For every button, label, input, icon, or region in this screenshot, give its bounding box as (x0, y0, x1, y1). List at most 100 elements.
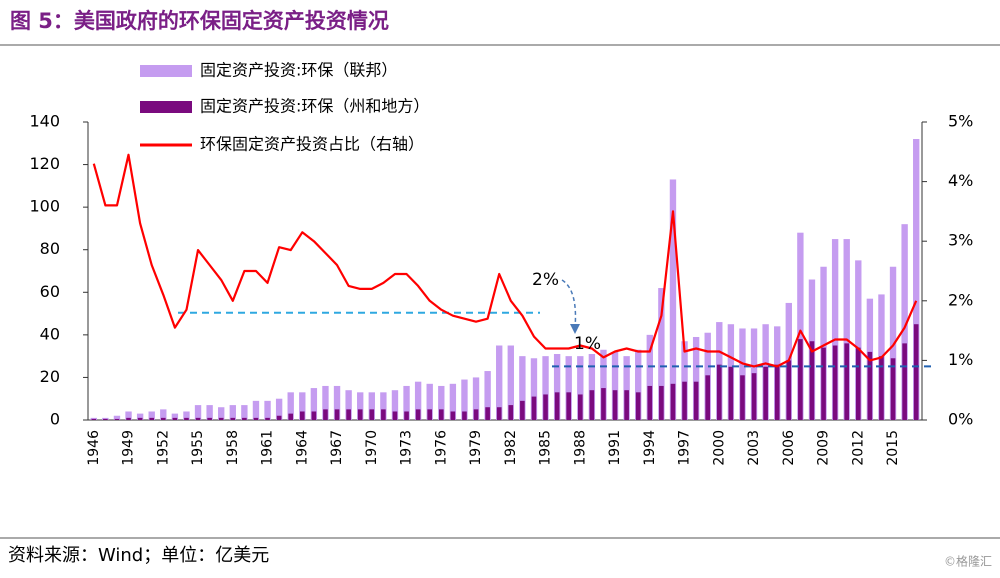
bar (508, 405, 514, 420)
y-tick-label: 120 (29, 154, 60, 173)
x-tick-label: 2003 (746, 430, 762, 466)
annotation-arrow (561, 279, 577, 329)
bar (531, 396, 537, 420)
bar (264, 400, 271, 420)
chart-title: 图 5：美国政府的环保固定资产投资情况 (10, 9, 389, 33)
bar (519, 356, 526, 420)
bar (473, 409, 479, 420)
bar (322, 385, 329, 420)
annotation: 2% (532, 270, 559, 290)
bar (137, 417, 143, 420)
bar (148, 411, 155, 420)
bar (275, 398, 283, 420)
y2-tick-label: 3% (948, 231, 973, 250)
bar (218, 417, 224, 420)
x-tick-label: 1961 (260, 430, 276, 466)
bar (229, 405, 236, 420)
bar (218, 407, 225, 420)
x-tick-label: 1994 (642, 430, 658, 466)
bar (194, 405, 202, 420)
bar (601, 388, 606, 420)
bar (798, 339, 803, 420)
bar (577, 394, 583, 420)
bar (113, 415, 121, 420)
bar (357, 409, 363, 420)
x-tick-label: 2000 (711, 430, 727, 466)
x-tick-label: 1967 (329, 430, 345, 466)
bar (855, 260, 862, 420)
bar (797, 232, 804, 420)
bar (681, 341, 688, 420)
bar (751, 373, 757, 420)
x-tick-label: 1997 (677, 430, 693, 466)
y-tick-label: 20 (40, 367, 60, 386)
bar (103, 418, 108, 420)
bar (311, 411, 317, 420)
line (92, 153, 918, 368)
bar (855, 347, 861, 420)
bar (739, 328, 746, 420)
bar (589, 390, 595, 420)
y-tick-label: 100 (29, 197, 60, 216)
x-tick-label: 2006 (781, 430, 797, 466)
y-tick-label: 140 (29, 112, 60, 131)
bar (844, 343, 850, 420)
bar (820, 266, 827, 420)
bar (913, 139, 920, 420)
bar (462, 411, 467, 420)
bar (832, 345, 838, 420)
bar (693, 381, 699, 420)
y2-tick-label: 2% (948, 290, 973, 309)
x-tick-label: 1988 (572, 430, 588, 466)
bar (913, 324, 919, 420)
bar (136, 413, 144, 420)
x-tick-label: 1958 (225, 430, 241, 466)
y2-tick-label: 1% (948, 350, 973, 369)
legend-label: 环保固定资产投资占比（右轴） (200, 135, 424, 154)
bar (126, 417, 131, 420)
bar (427, 409, 433, 420)
bar (287, 392, 294, 420)
bar (554, 392, 560, 420)
bar (889, 266, 897, 420)
x-tick-label: 1979 (468, 430, 484, 466)
annotation: 1% (574, 334, 601, 354)
bar (206, 405, 213, 420)
y-tick-label: 40 (40, 324, 60, 343)
bar (381, 409, 386, 420)
bar (809, 341, 815, 420)
bar (588, 354, 596, 420)
legend-label: 固定资产投资:环保（州和地方） (200, 97, 429, 116)
bar (414, 381, 422, 420)
bar (553, 354, 561, 420)
bar (843, 239, 850, 420)
x-tick-label: 1991 (607, 430, 623, 466)
bar (276, 415, 282, 420)
bar (450, 411, 456, 420)
bar (149, 417, 155, 420)
x-tick-label: 2009 (816, 430, 832, 466)
bar (879, 356, 884, 420)
bar (207, 417, 212, 420)
bar (496, 407, 502, 420)
bar (774, 364, 780, 420)
bar (543, 394, 548, 420)
bar (520, 400, 525, 420)
bar (763, 366, 768, 420)
bar (484, 371, 491, 420)
bar (369, 409, 375, 420)
legend-label: 固定资产投资:环保（联邦） (200, 61, 397, 80)
bar (171, 413, 179, 420)
x-tick-label: 2012 (850, 430, 866, 466)
bar (426, 383, 433, 420)
y-tick-label: 0 (50, 410, 60, 429)
bar (658, 288, 665, 420)
bar (831, 239, 839, 420)
bar (125, 411, 132, 420)
bar (890, 358, 896, 420)
bar (252, 400, 260, 420)
bar (404, 411, 409, 420)
bar (160, 409, 167, 420)
arrow-head (570, 324, 580, 334)
